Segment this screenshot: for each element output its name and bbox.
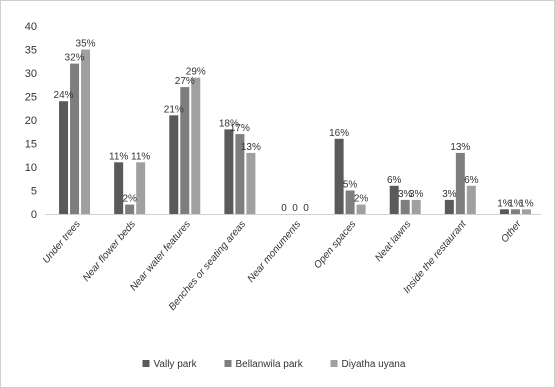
bar [114,162,124,214]
bar [70,63,80,214]
axes: 0 5 10 15 20 25 30 35 40 [25,21,541,221]
data-label: 27% [175,76,195,87]
x-tick-label: Near monuments [246,219,304,285]
data-label: 1% [519,198,534,209]
x-tick-label: Near flower beds [81,219,138,284]
bar [180,87,190,214]
bar [224,129,234,214]
y-tick-label: 35 [25,45,37,57]
bar [510,209,520,214]
y-tick-label: 10 [25,162,37,174]
legend-swatch [224,360,232,367]
data-label: 3% [409,189,424,200]
bar [169,115,179,214]
y-tick-label: 25 [25,92,37,104]
bar [125,204,135,214]
data-label: 32% [65,53,85,64]
data-label: 16% [329,128,349,139]
x-tick-label: Neat lawns [373,219,413,264]
data-label: 21% [164,104,184,115]
legend-label: Vally park [154,359,198,370]
x-tick-label: Other [499,218,524,245]
data-label: 18% [219,118,239,129]
legend: Vally park Bellanwila park Diyatha uyana [142,359,406,370]
data-label: 1% [508,198,523,209]
bar [59,101,69,214]
data-label: 24% [54,90,74,101]
legend-swatch [142,360,150,367]
y-tick-label: 20 [25,115,37,127]
y-tick-label: 15 [25,139,37,151]
bar [345,190,355,214]
bar [499,209,509,214]
data-label: 13% [241,142,261,153]
bar [246,152,256,214]
bar [455,152,465,214]
bar [444,199,454,214]
bar [191,77,201,214]
data-label: 2% [354,194,369,205]
data-label: 29% [186,67,206,78]
data-label: 6% [387,175,402,186]
data-label: 0 [292,203,298,214]
bar [466,185,476,214]
bar [389,185,399,214]
data-label: 11% [131,151,150,162]
data-label: 3% [442,189,457,200]
y-tick-label: 30 [25,68,37,80]
data-labels: 24%32%35%11%2%11%21%27%29%18%17%13%0 0 016… [54,39,534,215]
data-label: 5% [343,180,358,191]
data-label: 17% [230,123,250,134]
bar [400,199,410,214]
bars [59,49,531,214]
legend-label: Diyatha uyana [342,359,406,370]
data-label: 6% [464,175,479,186]
data-label: 3% [398,189,413,200]
bar [411,199,421,214]
data-label: 0 [303,203,309,214]
x-tick-label: Inside the restaurant [402,218,470,296]
y-tick-label: 5 [31,186,37,198]
data-label: 2% [122,194,137,205]
bar [136,162,146,214]
y-tick-label: 0 [31,209,37,221]
data-label: 13% [450,142,470,153]
y-tick-label: 40 [25,21,37,33]
bar [235,134,245,214]
data-label: 1% [497,198,512,209]
bar [521,209,531,214]
bar [356,204,366,214]
x-tick-label: Near water features [128,219,193,293]
x-tick-label: Under trees [41,219,83,266]
bar [81,49,91,214]
legend-swatch [330,360,338,367]
data-label: 35% [76,39,96,50]
data-label: 0 [281,203,287,214]
bar [334,138,344,214]
x-tick-label: Open spaces [312,219,358,271]
legend-label: Bellanwila park [236,359,304,370]
data-label: 11% [109,151,128,162]
